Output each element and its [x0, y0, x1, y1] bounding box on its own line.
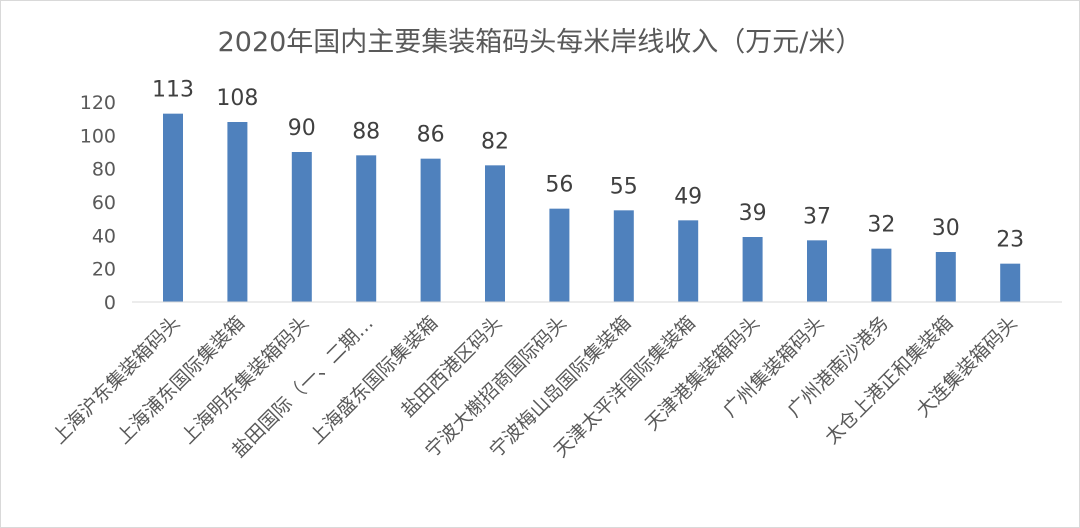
chart-title: 2020年国内主要集装箱码头每米岸线收入（万元/米） — [217, 27, 863, 58]
data-label: 30 — [932, 216, 960, 241]
bar — [227, 122, 248, 302]
bar — [485, 165, 505, 302]
bar — [420, 158, 441, 302]
data-label: 108 — [216, 86, 258, 111]
bar — [163, 113, 183, 303]
data-label: 37 — [803, 204, 831, 229]
y-tick-label: 40 — [92, 225, 116, 247]
y-tick-label: 60 — [92, 192, 116, 214]
data-label: 82 — [481, 129, 509, 154]
y-tick-label: 0 — [104, 292, 116, 314]
y-axis: 0 20 40 60 80 100 120 — [80, 92, 116, 314]
bar — [871, 248, 892, 302]
y-tick-label: 100 — [80, 125, 116, 147]
bar — [291, 152, 312, 302]
data-label: 32 — [867, 213, 895, 238]
bar-series — [163, 113, 1021, 303]
y-tick-label: 20 — [92, 259, 116, 281]
data-label: 113 — [152, 78, 194, 103]
y-tick-label: 120 — [80, 92, 116, 114]
x-axis: 上海沪东集装箱码头上海浦东国际集装箱上海明东集装箱码头盐田国际（一、二期…上海盛… — [48, 301, 1062, 462]
data-label: 86 — [417, 123, 445, 148]
bar — [356, 155, 377, 302]
data-label: 56 — [545, 173, 573, 198]
y-tick-label: 80 — [92, 159, 116, 181]
bar — [807, 240, 827, 302]
data-label: 49 — [674, 184, 702, 209]
data-label: 23 — [996, 228, 1024, 253]
data-label: 88 — [352, 119, 380, 144]
data-labels: 113 108 90 88 86 82 56 55 49 39 37 32 30 23 — [152, 78, 1024, 253]
data-label: 90 — [288, 116, 316, 141]
bar — [1000, 263, 1021, 302]
bar — [935, 252, 956, 302]
bar — [613, 210, 634, 302]
bar — [678, 220, 699, 302]
bar — [742, 237, 763, 302]
data-label: 55 — [610, 174, 638, 199]
x-tick-label: 天津港集装箱码头 — [641, 312, 764, 435]
data-label: 39 — [739, 201, 767, 226]
bar — [549, 208, 570, 302]
